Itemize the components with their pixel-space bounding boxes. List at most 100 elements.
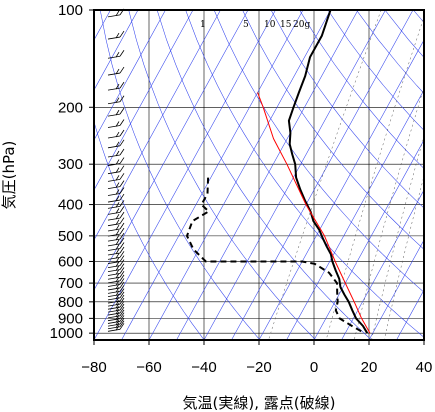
x-tick-label: −40 (191, 359, 216, 376)
barb-flag (115, 141, 120, 148)
isotherm-line (148, 10, 331, 340)
grid (94, 10, 424, 340)
barb-flag (119, 242, 125, 249)
barb-flag (115, 234, 120, 241)
barb-staff (107, 145, 121, 149)
barb-flag (115, 97, 120, 103)
isotherm-line (203, 10, 386, 340)
dry-adiabat-line (242, 10, 424, 250)
barb-flag (115, 290, 120, 296)
isotherm-line (94, 10, 221, 241)
barb-flag (115, 305, 120, 312)
wind-barb (107, 187, 125, 196)
barb-flag (119, 180, 125, 187)
dry-adiabat-line (299, 10, 424, 169)
barb-flag (119, 232, 125, 240)
barb-flag (115, 319, 120, 326)
isotherm-line (423, 339, 424, 340)
y-tick-label: 500 (58, 228, 83, 245)
isotherm-line (121, 10, 304, 340)
barb-flag (115, 257, 120, 263)
wind-barb (107, 81, 125, 91)
barb-flag (119, 303, 125, 311)
barb-staff (107, 55, 121, 59)
barb-flag (119, 129, 125, 137)
isotherm-line (313, 139, 424, 340)
barb-flag (119, 291, 125, 299)
barb-flag (119, 306, 125, 314)
barb-flag (115, 182, 120, 188)
barb-flag (115, 314, 120, 320)
barb-flag (119, 294, 125, 302)
barb-staff (107, 171, 121, 175)
isotherm-line (94, 10, 166, 141)
barb-staff (107, 284, 121, 287)
barb-staff (107, 113, 121, 117)
barb-flag (115, 10, 120, 17)
mixing-ratio-label: 5 (243, 20, 249, 30)
barb-flag (119, 165, 125, 172)
barb-staff (107, 193, 121, 196)
barb-flag (115, 150, 120, 157)
y-tick-label: 300 (58, 156, 83, 173)
barb-flag (115, 229, 120, 236)
wind-barb (107, 232, 125, 242)
barb-staff (107, 178, 121, 182)
isotherm-line (94, 10, 139, 91)
barb-flag (115, 296, 120, 303)
mixing-ratio-line (268, 10, 382, 340)
barb-staff (107, 125, 121, 128)
barb-flag (119, 49, 125, 57)
mixing-ratio-line (353, 86, 424, 340)
barb-flag (115, 293, 120, 300)
wind-barb (107, 267, 125, 276)
barb-staff (107, 328, 121, 332)
mixing-ratio-label: 15 (280, 20, 292, 30)
dry-adiabat-line (99, 10, 261, 340)
wind-barb (107, 157, 125, 166)
y-tick-label: 800 (58, 294, 83, 311)
barb-flag (115, 311, 120, 318)
barb-flag (119, 274, 125, 282)
barb-flag (115, 322, 120, 328)
isotherm-line (176, 10, 359, 340)
barb-staff (107, 261, 121, 264)
wind-barb (107, 259, 125, 269)
barb-staff (107, 205, 121, 209)
y-tick-label: 400 (58, 197, 83, 214)
barb-staff (107, 243, 121, 247)
barb-flag (119, 312, 125, 319)
wind-barbs (107, 8, 125, 332)
barb-flag (119, 157, 125, 164)
barb-flag (119, 263, 125, 270)
wind-barb (107, 211, 125, 221)
barb-flag (115, 261, 120, 267)
parcel-line (257, 92, 371, 334)
barb-staff (107, 238, 121, 242)
barb-flag (115, 299, 120, 306)
barb-flag (115, 109, 120, 116)
barb-flag (115, 121, 120, 127)
wind-barb (107, 278, 125, 287)
isotherm-line (368, 239, 424, 340)
barb-staff (107, 87, 121, 91)
temperature-line (287, 10, 369, 334)
mixing-ratio-line (371, 135, 424, 340)
sounding-series (186, 10, 371, 335)
barb-flag (119, 317, 125, 325)
x-tick-label: −80 (81, 359, 106, 376)
mixing-ratio-label: 20g (293, 20, 310, 30)
barb-flag (119, 107, 125, 115)
dry-adiabat-line (185, 10, 424, 338)
barb-flag (119, 206, 125, 213)
barb-flag (115, 276, 120, 283)
barb-flag (115, 253, 120, 259)
barb-staff (107, 265, 121, 269)
barb-flag (115, 283, 120, 290)
barb-flag (119, 95, 125, 102)
barb-flag (115, 317, 120, 323)
wind-barb (107, 129, 125, 139)
barb-flag (115, 265, 120, 271)
barb-flag (119, 251, 125, 258)
